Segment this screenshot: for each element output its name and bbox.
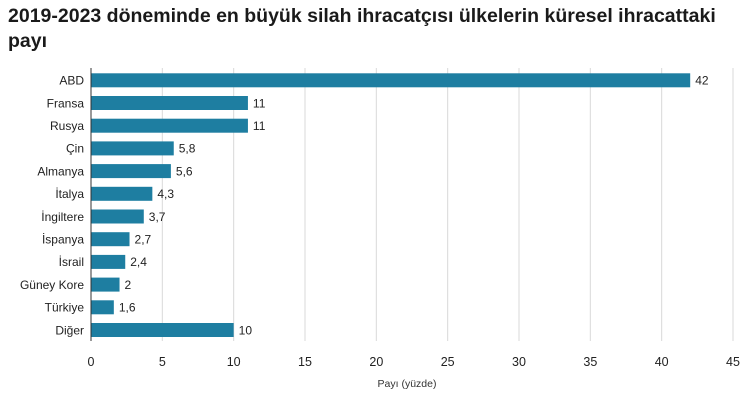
category-label: Rusya xyxy=(50,119,84,133)
bar xyxy=(91,118,248,133)
value-label: 10 xyxy=(239,323,253,337)
category-label: Türkiye xyxy=(45,301,85,315)
category-labels: ABD Fransa Rusya Çin Almanya İtalya İngiltere İ… xyxy=(20,74,84,338)
category-label: Fransa xyxy=(47,96,85,110)
category-label: Çin xyxy=(66,142,84,156)
x-tick-label: 20 xyxy=(369,355,383,369)
value-label: 4,3 xyxy=(157,187,174,201)
x-tick-label: 25 xyxy=(441,355,455,369)
x-tick-label: 0 xyxy=(88,355,95,369)
value-label: 42 xyxy=(695,74,709,88)
bar xyxy=(91,323,234,337)
category-label: İspanya xyxy=(42,233,84,247)
category-label: ABD xyxy=(59,74,84,88)
x-tick-label: 15 xyxy=(298,355,312,369)
gridlines xyxy=(161,68,734,341)
x-axis-ticks: 0 5 10 15 20 25 30 35 40 45 xyxy=(88,355,740,369)
bar xyxy=(91,186,153,201)
bars xyxy=(91,73,691,337)
value-label: 5,6 xyxy=(176,164,193,178)
category-label: İsrail xyxy=(59,255,84,269)
value-label: 2,4 xyxy=(130,255,147,269)
bar xyxy=(91,164,171,179)
category-label: Güney Kore xyxy=(20,278,84,292)
x-tick-label: 5 xyxy=(159,355,166,369)
bar xyxy=(91,73,691,88)
x-tick-label: 10 xyxy=(227,355,241,369)
value-label: 1,6 xyxy=(119,301,136,315)
category-label: İngiltere xyxy=(41,210,84,224)
x-tick-label: 35 xyxy=(583,355,597,369)
bar xyxy=(91,300,114,315)
category-label: Diğer xyxy=(55,323,84,337)
value-label: 5,8 xyxy=(179,142,196,156)
value-label: 11 xyxy=(253,96,266,110)
category-label: İtalya xyxy=(55,187,84,201)
chart-title: 2019-2023 döneminde en büyük silah ihrac… xyxy=(8,5,716,52)
category-label: Almanya xyxy=(37,164,84,178)
x-axis-title: Payı (yüzde) xyxy=(378,378,437,390)
bar xyxy=(91,277,120,292)
x-tick-label: 40 xyxy=(655,355,669,369)
value-label: 3,7 xyxy=(149,210,166,224)
bar xyxy=(91,96,248,110)
bar xyxy=(91,254,126,269)
value-label: 2,7 xyxy=(135,233,152,247)
bar xyxy=(91,141,174,156)
value-label: 11 xyxy=(253,119,266,133)
value-labels: 42 11 11 5,8 5,64,3 3,7 2,7 2,4 2 1,6 10 xyxy=(119,74,709,338)
value-label: 2 xyxy=(125,278,132,292)
bar xyxy=(91,232,130,247)
x-tick-label: 30 xyxy=(512,355,526,369)
x-tick-label: 45 xyxy=(726,355,740,369)
bar xyxy=(91,209,144,224)
